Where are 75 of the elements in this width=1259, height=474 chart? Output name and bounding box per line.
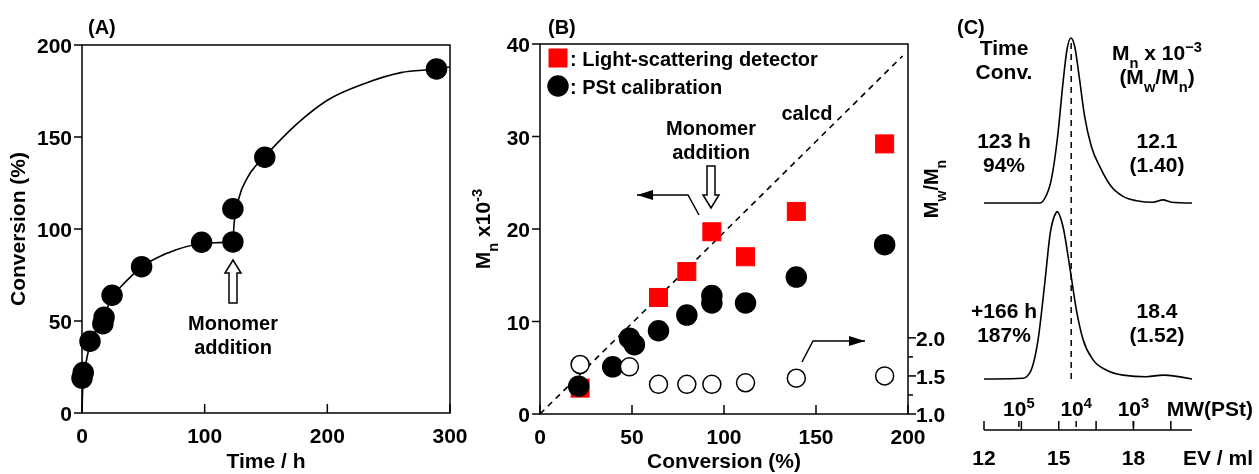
point	[649, 287, 668, 307]
x-tick-label: 100	[706, 425, 742, 448]
point	[875, 134, 895, 154]
y-tick-label: 150	[36, 126, 72, 149]
point	[570, 354, 590, 375]
x-tick-label: 0	[534, 425, 546, 448]
point	[702, 222, 722, 242]
point	[786, 368, 807, 388]
annotation: Monomer addition	[666, 117, 757, 163]
x2-tick-label: 10$^{5}$	[1003, 395, 1035, 420]
point	[601, 356, 624, 378]
chart-title: (C)	[957, 16, 985, 38]
x-axis-title: EV / ml	[1182, 446, 1253, 469]
y-axis-title: Conversion (%)	[6, 151, 29, 307]
point	[786, 201, 806, 221]
point	[735, 373, 756, 393]
x-tick-label: 200	[890, 425, 926, 448]
point	[222, 198, 244, 220]
x-axis-title: Time / h	[226, 449, 306, 472]
point	[785, 266, 808, 288]
point	[623, 333, 646, 356]
point	[874, 366, 895, 386]
legend-label: : PSt calibration	[570, 76, 723, 98]
y-tick-label: 20	[506, 218, 530, 241]
point	[79, 330, 101, 352]
point	[677, 374, 697, 395]
x-tick-label: 50	[620, 425, 644, 448]
point	[677, 262, 697, 282]
annotation: 12.1 (1.40)	[1129, 129, 1185, 176]
x-tick-label: 150	[798, 425, 834, 448]
point	[254, 146, 276, 168]
point	[101, 284, 123, 306]
x-tick-label: 300	[432, 424, 468, 447]
chart-title: (A)	[88, 16, 116, 38]
x-tick-label: 12	[972, 446, 996, 469]
point	[702, 374, 722, 395]
y2-tick-label: 1.5	[916, 364, 946, 388]
y-tick-label: 30	[506, 125, 530, 149]
x2-tick-label: 10$^{3}$	[1117, 395, 1150, 420]
annotation: calcd	[781, 102, 833, 124]
point	[734, 292, 757, 314]
annotation: +166 h 187%	[971, 299, 1037, 346]
x-tick-label: 0	[76, 424, 88, 447]
y-tick-label: 50	[48, 310, 72, 333]
point	[648, 374, 669, 395]
x-tick-label: 15	[1047, 446, 1071, 469]
x-axis-title: Conversion (%)	[646, 449, 802, 472]
text: M$_{n}$ x 10$^{−3}$ (M$_{w}$/M$_{n}$)	[1112, 39, 1202, 95]
point	[736, 247, 756, 267]
y-tick-label: 0	[518, 403, 530, 426]
point	[130, 255, 153, 278]
point	[190, 231, 213, 253]
y-tick-label: 40	[506, 33, 530, 56]
annotation: 123 h 94%	[977, 129, 1031, 176]
x2-axis-title: MW(PSt)	[1166, 397, 1253, 420]
point	[619, 357, 640, 377]
point	[222, 231, 244, 253]
point	[647, 320, 670, 342]
y2-tick-label: 1.0	[916, 403, 946, 426]
x-tick-label: 200	[309, 424, 345, 447]
y-tick-label: 100	[36, 218, 72, 241]
y-tick-label: 200	[36, 34, 72, 57]
point	[676, 304, 698, 326]
annotation: Monomer addition	[188, 312, 279, 358]
y-tick-label: 10	[506, 310, 530, 334]
y-tick-label: 0	[60, 402, 72, 425]
point	[425, 58, 448, 80]
point	[873, 233, 896, 256]
chart-title: (B)	[548, 16, 576, 38]
x-tick-label: 18	[1121, 446, 1146, 469]
x-tick-label: 100	[187, 424, 223, 447]
y2-tick-label: 2.0	[916, 326, 946, 350]
legend-label: : Light-scattering detector	[570, 48, 819, 70]
annotation: 18.4 (1.52)	[1129, 299, 1185, 346]
x2-tick-label: 10$^{4}$	[1060, 395, 1093, 420]
